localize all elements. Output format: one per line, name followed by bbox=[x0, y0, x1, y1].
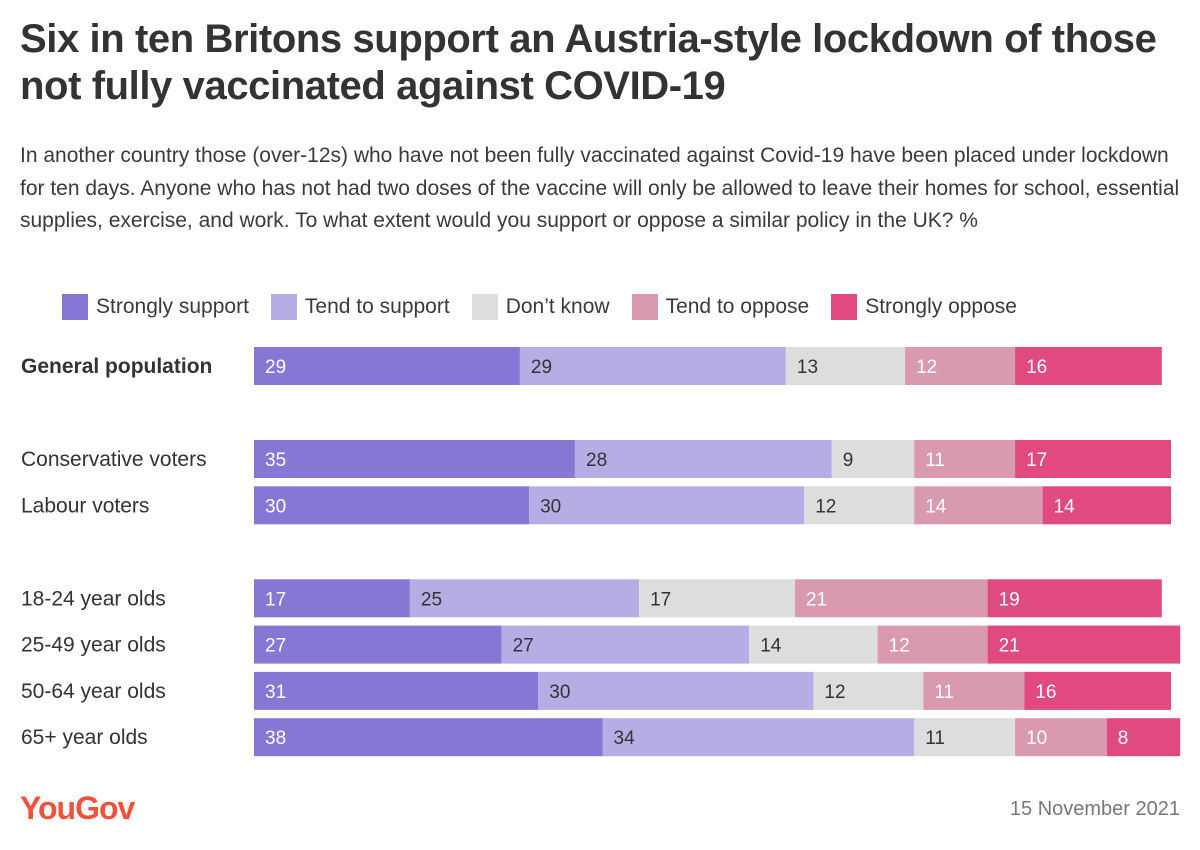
data-label: 16 bbox=[1035, 682, 1056, 703]
bar-segment bbox=[749, 625, 878, 664]
bar-segment bbox=[639, 579, 795, 618]
bar-segment bbox=[254, 486, 530, 525]
bar-segment bbox=[914, 440, 1016, 478]
bar-segment bbox=[254, 347, 520, 385]
row-label: 50-64 year olds bbox=[21, 680, 166, 703]
bar-segment bbox=[785, 347, 906, 385]
data-label: 10 bbox=[1026, 728, 1047, 749]
data-label: 29 bbox=[531, 357, 552, 378]
bar-segment bbox=[1042, 486, 1171, 525]
bar-segment bbox=[1106, 718, 1181, 757]
data-label: 12 bbox=[824, 682, 845, 703]
row-label: 25-49 year olds bbox=[21, 634, 166, 657]
bar-segment bbox=[254, 671, 539, 710]
bar-segment bbox=[813, 671, 924, 710]
data-label: 14 bbox=[1054, 496, 1076, 517]
data-label: 21 bbox=[999, 636, 1020, 657]
legend-label: Tend to support bbox=[304, 295, 450, 318]
bar-segment bbox=[877, 625, 988, 664]
bar-segment bbox=[538, 671, 814, 710]
legend-label: Strongly oppose bbox=[865, 295, 1017, 318]
bar-segment bbox=[795, 579, 988, 618]
data-label: 12 bbox=[889, 636, 910, 657]
bar-segment bbox=[254, 440, 575, 478]
bar-segment bbox=[602, 718, 915, 757]
bar-segment bbox=[1015, 718, 1107, 757]
yougov-logo: YouGov bbox=[20, 790, 135, 826]
bar-segment bbox=[987, 625, 1181, 664]
data-label: 14 bbox=[760, 636, 782, 657]
legend-item-strongly-oppose: Strongly oppose bbox=[831, 294, 1017, 320]
data-label: 29 bbox=[265, 357, 286, 378]
data-label: 8 bbox=[1118, 728, 1129, 749]
legend-swatch bbox=[631, 294, 658, 320]
bar-segment bbox=[914, 718, 1016, 757]
legend: Strongly support Tend to support Don’t k… bbox=[62, 292, 1039, 322]
bar-segment bbox=[501, 625, 750, 664]
data-label: 35 bbox=[265, 450, 286, 471]
data-label: 17 bbox=[650, 589, 671, 610]
data-label: 21 bbox=[806, 589, 827, 610]
row-label: Labour voters bbox=[21, 494, 149, 517]
data-label: 28 bbox=[586, 450, 607, 471]
bar-segment bbox=[831, 440, 915, 478]
publication-date: 15 November 2021 bbox=[1009, 798, 1180, 820]
data-label: 14 bbox=[925, 496, 947, 517]
row-label: 18-24 year olds bbox=[21, 587, 166, 610]
bar-segment bbox=[409, 579, 640, 618]
bar-segment bbox=[1015, 347, 1162, 385]
data-label: 17 bbox=[265, 589, 286, 610]
legend-item-dont-know: Don’t know bbox=[471, 294, 610, 320]
data-label: 30 bbox=[549, 682, 570, 703]
row-label: Conservative voters bbox=[21, 448, 207, 471]
data-label: 9 bbox=[843, 450, 854, 471]
legend-label: Tend to oppose bbox=[665, 295, 810, 318]
legend-swatch bbox=[471, 294, 498, 320]
data-label: 30 bbox=[265, 496, 286, 517]
data-label: 38 bbox=[265, 728, 286, 749]
data-label: 27 bbox=[513, 636, 534, 657]
data-label: 17 bbox=[1026, 450, 1047, 471]
bar-segment bbox=[1024, 671, 1171, 710]
chart-subtitle: In another country those (over-12s) who … bbox=[20, 144, 1180, 232]
bar-segment bbox=[923, 671, 1025, 710]
bar-segment bbox=[987, 579, 1162, 618]
bar-segment bbox=[519, 347, 786, 385]
data-label: 30 bbox=[540, 496, 561, 517]
data-label: 19 bbox=[999, 589, 1020, 610]
chart-title: Six in ten Britons support an Austria-st… bbox=[20, 17, 1157, 108]
bar-segment bbox=[254, 625, 502, 664]
row-label: General population bbox=[21, 355, 212, 378]
data-label: 34 bbox=[614, 728, 636, 749]
data-label: 16 bbox=[1026, 357, 1047, 378]
data-label: 11 bbox=[925, 450, 945, 471]
data-label: 12 bbox=[815, 496, 836, 517]
bar-segment bbox=[529, 486, 805, 525]
bar-segment bbox=[804, 486, 915, 525]
data-label: 31 bbox=[265, 682, 286, 703]
data-label: 25 bbox=[421, 589, 442, 610]
data-label: 27 bbox=[265, 636, 286, 657]
bar-segment bbox=[254, 579, 410, 618]
bar-segment bbox=[575, 440, 832, 478]
legend-item-strongly-support: Strongly support bbox=[62, 294, 249, 320]
legend-item-tend-to-support: Tend to support bbox=[270, 294, 450, 320]
legend-label: Don’t know bbox=[505, 295, 610, 318]
row-label: 65+ year olds bbox=[21, 726, 148, 749]
legend-item-tend-to-oppose: Tend to oppose bbox=[631, 294, 810, 320]
data-label: 11 bbox=[925, 728, 945, 749]
data-label: 11 bbox=[934, 682, 954, 703]
legend-label: Strongly support bbox=[96, 295, 249, 318]
legend-swatch bbox=[270, 294, 297, 320]
data-label: 13 bbox=[797, 357, 818, 378]
bar-segment bbox=[914, 486, 1043, 525]
data-label: 12 bbox=[916, 357, 937, 378]
bar-segment bbox=[905, 347, 1016, 385]
bar-segment bbox=[1015, 440, 1171, 478]
legend-swatch bbox=[831, 294, 858, 320]
bar-segment bbox=[254, 718, 603, 757]
legend-swatch bbox=[62, 294, 88, 320]
